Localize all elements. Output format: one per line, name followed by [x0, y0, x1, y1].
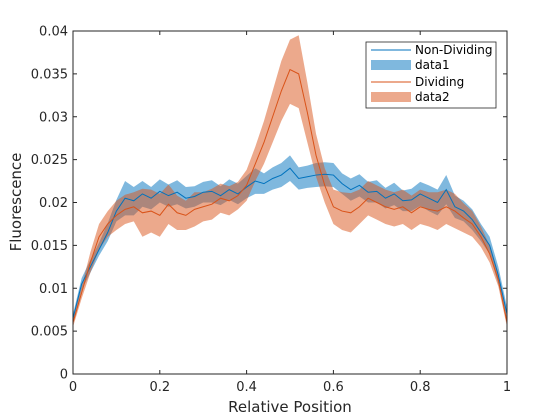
series-line-non-dividing — [72, 167, 508, 319]
series-line-dividing — [72, 68, 508, 323]
legend-label-data2: data2 — [415, 90, 450, 104]
series-band-data2 — [73, 35, 507, 327]
x-tick-label: 0 — [69, 380, 77, 395]
legend-swatch-data2 — [371, 92, 411, 102]
x-tick-label: 0.6 — [323, 380, 344, 395]
line-layer — [72, 68, 508, 323]
y-tick-label: 0.04 — [39, 25, 68, 40]
y-tick-label: 0 — [60, 368, 68, 383]
x-tick-label: 0.4 — [236, 380, 257, 395]
legend-label-data1: data1 — [415, 58, 450, 72]
y-tick-label: 0.02 — [39, 196, 68, 211]
y-tick-label: 0.005 — [31, 325, 68, 340]
y-axis-label: Fluorescence — [7, 153, 25, 252]
x-tick-label: 0.8 — [410, 380, 431, 395]
x-axis-label: Relative Position — [228, 398, 352, 416]
y-tick-label: 0.03 — [39, 110, 68, 125]
y-tick-label: 0.035 — [31, 67, 68, 82]
legend-label-non-dividing: Non-Dividing — [415, 43, 492, 57]
x-tick-label: 1 — [503, 380, 511, 395]
y-tick-label: 0.025 — [31, 153, 68, 168]
y-tick-label: 0.015 — [31, 239, 68, 254]
legend-swatch-data1 — [371, 60, 411, 70]
x-axis: 0 0.2 0.4 0.6 0.8 1 — [69, 31, 511, 395]
y-axis: 0 0.005 0.01 0.015 0.02 0.025 0.03 0.035 0.04 — [31, 25, 507, 383]
legend-label-dividing: Dividing — [415, 75, 464, 89]
x-tick-label: 0.2 — [149, 380, 170, 395]
legend: Non-Dividing data1 Dividing data2 — [365, 41, 497, 109]
y-tick-label: 0.01 — [39, 282, 68, 297]
